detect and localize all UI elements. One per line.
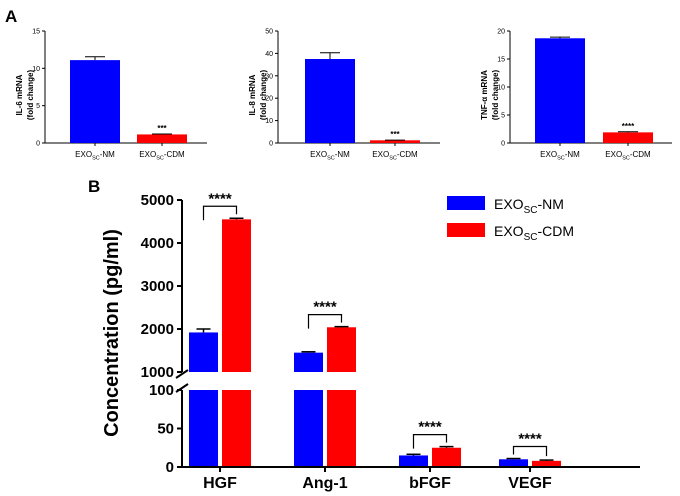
y-tick-label: 0 bbox=[501, 141, 505, 148]
bar bbox=[327, 327, 356, 372]
x-tick-label: EXOSC-CDM bbox=[139, 150, 185, 161]
legend-swatch bbox=[447, 196, 485, 210]
significance-label: **** bbox=[622, 122, 635, 131]
y-tick-label: 10 bbox=[32, 66, 40, 73]
chart-il6: A 0 5 10 15 IL-6 mRNA (fold change) EXOSC-NM ***… bbox=[5, 7, 207, 161]
bar bbox=[399, 455, 428, 467]
y-tick-label: 40 bbox=[265, 51, 273, 58]
y-tick-label: 20 bbox=[265, 96, 273, 103]
y-axis-label: Concentration (pg/ml) bbox=[101, 229, 123, 437]
y-tick-label: 0 bbox=[269, 141, 273, 148]
y-tick-label: 3000 bbox=[141, 278, 174, 295]
bar bbox=[532, 460, 561, 467]
y-tick-label: 20 bbox=[497, 29, 505, 36]
y-tick-label: 4000 bbox=[141, 235, 174, 252]
significance-label: **** bbox=[208, 190, 232, 207]
y-tick-label: 5 bbox=[501, 113, 505, 120]
legend-label: EXOSC-NM bbox=[494, 196, 564, 216]
x-tick-label: HGF bbox=[203, 475, 237, 492]
bar bbox=[499, 459, 528, 467]
significance-bracket bbox=[307, 314, 343, 329]
y-tick-label: 30 bbox=[265, 73, 273, 80]
y-tick-label: 5 bbox=[36, 103, 40, 110]
significance-label: **** bbox=[313, 299, 337, 316]
y-tick-label: 2000 bbox=[141, 321, 174, 338]
significance-label: *** bbox=[390, 130, 400, 139]
x-tick-label: EXOSC-CDM bbox=[605, 150, 651, 161]
bar-lower-segment bbox=[327, 390, 356, 467]
y-axis-label: IL-8 mRNA bbox=[248, 74, 257, 115]
legend-label: EXOSC-CDM bbox=[494, 223, 574, 243]
y-axis-label-unit: (fold change) bbox=[491, 70, 500, 121]
x-tick-label: EXOSC-NM bbox=[540, 150, 580, 161]
x-tick-label: EXOSC-CDM bbox=[372, 150, 418, 161]
y-tick-label: 100 bbox=[149, 382, 174, 399]
y-tick-label: 15 bbox=[497, 57, 505, 64]
bar bbox=[603, 132, 653, 143]
significance-label: **** bbox=[518, 431, 542, 448]
y-axis-label: IL-6 mRNA bbox=[15, 74, 24, 115]
x-tick-label: bFGF bbox=[409, 475, 451, 492]
legend-swatch bbox=[447, 223, 485, 237]
chart-tnf: 0 5 10 15 20 TNF-α mRNA (fold change) EXOSC-NM *… bbox=[480, 29, 672, 161]
y-axis-label: TNF-α mRNA bbox=[480, 70, 489, 120]
axis-break-mark bbox=[175, 369, 189, 379]
bar bbox=[305, 59, 355, 143]
significance-bracket bbox=[412, 433, 448, 449]
x-tick-label: EXOSC-NM bbox=[310, 150, 350, 161]
significance-label: **** bbox=[418, 419, 442, 436]
y-axis-label-unit: (fold change) bbox=[259, 70, 268, 121]
bar bbox=[137, 134, 187, 143]
bar bbox=[294, 352, 323, 372]
y-axis-label-unit: (fold change) bbox=[26, 70, 35, 121]
bar-lower-segment bbox=[222, 390, 251, 467]
bar-lower-segment bbox=[294, 390, 323, 467]
y-tick-label: 10 bbox=[265, 118, 273, 125]
y-tick-label: 5000 bbox=[141, 192, 174, 209]
y-tick-label: 10 bbox=[497, 85, 505, 92]
y-tick-label: 50 bbox=[157, 421, 174, 438]
significance-label: *** bbox=[157, 124, 167, 133]
x-tick-label: Ang-1 bbox=[302, 475, 347, 492]
chart-cytokine-concentration: B 1000 2000 3000 4000 5000 0 50 100 Concentration… bbox=[88, 177, 640, 492]
bar bbox=[222, 219, 251, 372]
bar-lower-segment bbox=[189, 390, 218, 467]
x-tick-label: EXOSC-NM bbox=[75, 150, 115, 161]
bar bbox=[70, 60, 120, 144]
chart-il8: 0 10 20 30 40 50 IL-8 mRNA (fold change) EXOSC-N… bbox=[248, 29, 440, 161]
y-tick-label: 15 bbox=[32, 29, 40, 36]
y-tick-label: 50 bbox=[265, 29, 273, 36]
bar bbox=[370, 140, 420, 143]
bar bbox=[189, 332, 218, 372]
y-tick-label: 0 bbox=[36, 141, 40, 148]
panel-label-a: A bbox=[5, 7, 17, 26]
bar bbox=[432, 447, 461, 467]
x-tick-label: VEGF bbox=[508, 475, 552, 492]
y-tick-label: 1000 bbox=[141, 364, 174, 381]
panel-label-b: B bbox=[88, 177, 100, 196]
y-tick-label: 0 bbox=[166, 459, 174, 476]
significance-bracket bbox=[202, 205, 238, 221]
bar bbox=[535, 38, 585, 143]
significance-bracket bbox=[512, 445, 548, 457]
axis-break-gap bbox=[172, 373, 640, 389]
